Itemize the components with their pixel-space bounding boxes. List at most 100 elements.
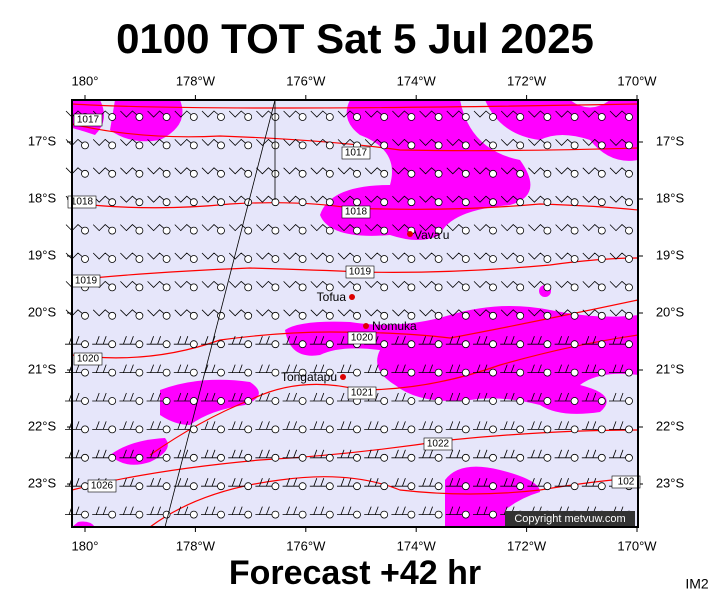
barb-station (516, 169, 525, 178)
barb (392, 224, 412, 232)
barb-station (597, 226, 606, 235)
barb-station (217, 141, 225, 150)
barb-station (570, 283, 579, 292)
barb (92, 309, 113, 317)
barb-station (298, 198, 307, 207)
barb (582, 195, 603, 203)
barb (201, 195, 222, 203)
barb-station (244, 255, 253, 263)
barb (446, 167, 467, 175)
barb-station (434, 283, 443, 292)
barb (147, 110, 167, 118)
barb (500, 252, 521, 260)
barb-station (271, 340, 280, 349)
barb-station (570, 255, 579, 263)
barb-station (461, 397, 470, 405)
lon-label: 180° (72, 538, 99, 553)
barb-station (489, 198, 497, 207)
place-name: Nomuka (372, 319, 417, 333)
barb-station (217, 397, 225, 405)
barb-station (597, 113, 606, 121)
barb-station (461, 226, 470, 235)
barb-station (434, 169, 443, 178)
barb-station (489, 510, 497, 519)
barb-station (516, 425, 525, 434)
barb-station (271, 255, 280, 263)
barb (337, 280, 358, 288)
barb (528, 167, 548, 175)
barb-station (189, 198, 198, 207)
barb-station (570, 482, 579, 491)
barb-station (461, 255, 470, 263)
barb-station (353, 283, 361, 292)
barb-station (434, 340, 443, 349)
barb-station (189, 141, 198, 150)
barb-station (135, 169, 144, 178)
isobar-label-box (87, 479, 117, 493)
barb (283, 167, 303, 175)
barb-station (434, 198, 443, 207)
barb-station (244, 368, 253, 377)
barb (582, 167, 603, 175)
barb-station (108, 340, 117, 349)
barb (256, 309, 276, 317)
barb-station (489, 340, 497, 349)
barb (555, 252, 575, 260)
barb (364, 309, 385, 317)
barb-station (407, 425, 416, 434)
barb (120, 224, 140, 232)
barb-station (298, 453, 307, 462)
barb-station (244, 169, 253, 178)
lon-label: 172°W (507, 73, 547, 88)
barb-station (189, 226, 198, 235)
barb (283, 280, 303, 288)
barb-station (461, 198, 470, 207)
barb-station (380, 255, 389, 263)
barb (500, 110, 521, 118)
barb-station (244, 453, 253, 462)
barb (528, 224, 548, 232)
barb-station (570, 340, 579, 349)
barb-station (407, 453, 416, 462)
barb-station (325, 425, 334, 434)
barb (65, 224, 86, 232)
barb (120, 110, 140, 118)
barb (147, 252, 167, 260)
isobar-label: 102 (618, 477, 635, 488)
barb (528, 138, 548, 146)
barb-station (380, 283, 389, 292)
barb-station (461, 169, 470, 178)
barb (283, 309, 303, 317)
barb-station (298, 169, 307, 178)
barb-station (217, 255, 225, 263)
barb (228, 138, 249, 146)
barb-station (625, 226, 633, 235)
barb (500, 167, 521, 175)
barb-station (570, 368, 579, 377)
barb (174, 138, 195, 146)
barb (283, 252, 303, 260)
barb-station (162, 198, 171, 207)
barb-station (81, 311, 89, 320)
barb-station (461, 340, 470, 349)
barb-station (108, 255, 117, 263)
barb (473, 195, 494, 203)
barb-station (353, 425, 361, 434)
barb-station (543, 453, 552, 462)
barb-station (543, 198, 552, 207)
barb (500, 195, 521, 203)
barb-station (162, 169, 171, 178)
barb (419, 138, 439, 146)
lat-label: 22°S (28, 418, 57, 433)
barb-station (597, 141, 606, 150)
lat-label: 20°S (28, 304, 57, 319)
barb (364, 138, 385, 146)
barb-station (81, 141, 89, 150)
barb-station (162, 255, 171, 263)
barb (555, 280, 575, 288)
barb-station (108, 113, 117, 121)
barb-station (162, 283, 171, 292)
lat-label: 21°S (656, 361, 685, 376)
barb-station (597, 311, 606, 320)
barb (256, 167, 276, 175)
